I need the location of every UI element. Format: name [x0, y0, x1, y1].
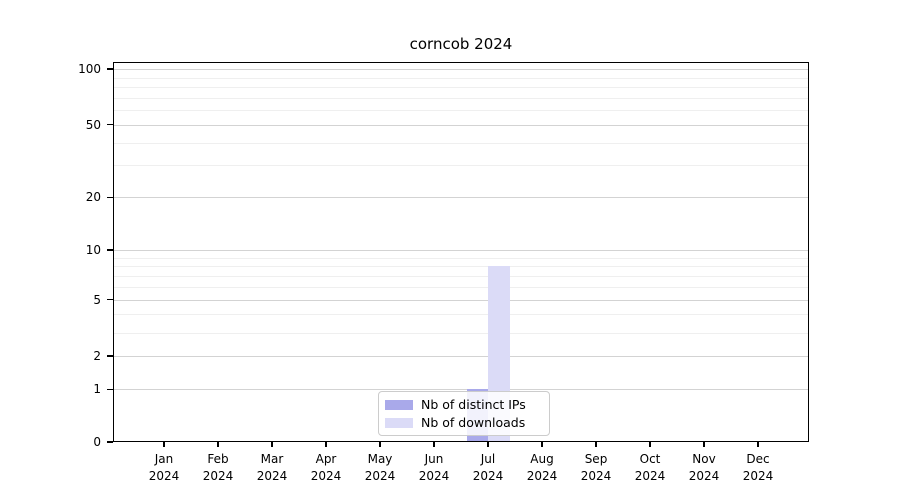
y-gridline-minor — [113, 276, 809, 278]
x-tick-year: 2024 — [148, 469, 180, 483]
x-tick-label: Jan 2024 — [137, 451, 191, 485]
y-gridline-major — [113, 356, 809, 358]
x-tick-month: Oct — [639, 452, 661, 466]
x-tick — [163, 442, 165, 447]
legend: Nb of distinct IPs Nb of downloads — [378, 391, 550, 436]
y-gridline-minor — [113, 97, 809, 99]
x-tick — [217, 442, 219, 447]
y-gridline-major — [113, 389, 809, 391]
y-gridline-minor — [113, 87, 809, 88]
x-tick — [757, 442, 759, 447]
x-tick-month: Jan — [154, 452, 174, 466]
x-tick-year: 2024 — [310, 469, 342, 483]
y-gridline-minor — [113, 165, 809, 167]
x-tick — [703, 442, 705, 447]
x-tick-year: 2024 — [364, 469, 396, 483]
y-tick-label: 100 — [78, 61, 101, 76]
x-tick-month: Dec — [746, 452, 770, 466]
y-gridline-major — [113, 68, 809, 70]
plot-area — [113, 62, 809, 442]
x-tick-month: Feb — [207, 452, 229, 466]
y-gridline-minor — [113, 266, 809, 268]
legend-swatch-downloads-icon — [385, 417, 413, 428]
y-tick-label: 0 — [93, 435, 101, 449]
y-tick-label: 1 — [93, 382, 101, 397]
x-tick-month: Jul — [480, 452, 496, 466]
y-tick — [107, 249, 113, 251]
x-tick-month: Jun — [424, 452, 444, 466]
x-tick-year: 2024 — [742, 469, 774, 483]
y-tick — [107, 388, 113, 390]
x-tick — [379, 442, 381, 447]
x-tick-label: Feb 2024 — [191, 451, 245, 485]
x-tick-year: 2024 — [472, 469, 504, 483]
x-tick-month: Sep — [584, 452, 608, 466]
x-tick-month: Aug — [530, 452, 554, 466]
x-tick-label: Mar 2024 — [245, 451, 299, 485]
x-tick-label: May 2024 — [353, 451, 407, 485]
y-tick — [107, 196, 113, 198]
x-tick-year: 2024 — [418, 469, 450, 483]
x-tick — [325, 442, 327, 447]
y-tick — [107, 124, 113, 126]
y-gridline-major — [113, 197, 809, 199]
x-tick — [271, 442, 273, 447]
y-gridline-major — [113, 124, 809, 126]
x-tick-label: Jun 2024 — [407, 451, 461, 485]
y-gridline-minor — [113, 77, 809, 79]
x-tick-year: 2024 — [634, 469, 666, 483]
y-tick — [107, 441, 113, 443]
y-tick — [107, 68, 113, 70]
x-tick-label: Jul 2024 — [461, 451, 515, 485]
legend-item-downloads: Nb of downloads — [385, 415, 543, 430]
x-tick-month: Mar — [260, 452, 284, 466]
legend-swatch-distinct-ips-icon — [385, 399, 413, 410]
y-gridline-major — [113, 299, 809, 301]
x-tick — [541, 442, 543, 447]
y-tick — [107, 298, 113, 301]
x-tick-label: Oct 2024 — [623, 451, 677, 485]
x-tick-month: May — [367, 452, 393, 466]
x-tick-label: Apr 2024 — [299, 451, 353, 485]
y-gridline-minor — [113, 110, 809, 112]
y-tick-label: 50 — [85, 117, 101, 132]
x-tick-month: Nov — [692, 452, 716, 466]
x-tick-label: Sep 2024 — [569, 451, 623, 485]
x-tick-year: 2024 — [256, 469, 288, 483]
y-gridline-minor — [113, 286, 809, 288]
y-tick-label: 5 — [93, 292, 101, 307]
legend-label-distinct-ips: Nb of distinct IPs — [421, 397, 526, 412]
y-gridline-minor — [113, 142, 809, 144]
x-tick-month: Apr — [315, 452, 337, 466]
legend-label-downloads: Nb of downloads — [421, 415, 526, 430]
y-gridline-minor — [113, 257, 809, 259]
x-tick-year: 2024 — [580, 469, 612, 483]
y-gridline-major — [113, 250, 809, 252]
x-tick-label: Dec 2024 — [731, 451, 785, 485]
x-tick-year: 2024 — [526, 469, 558, 483]
y-tick-label: 10 — [85, 243, 101, 258]
x-tick — [649, 442, 651, 447]
x-tick-label: Aug 2024 — [515, 451, 569, 485]
y-tick-label: 2 — [93, 349, 101, 364]
x-tick-label: Nov 2024 — [677, 451, 731, 485]
x-tick — [595, 442, 597, 447]
y-gridline-minor — [113, 314, 809, 316]
legend-item-distinct-ips: Nb of distinct IPs — [385, 397, 543, 412]
y-tick-label: 20 — [85, 190, 101, 205]
x-tick-year: 2024 — [688, 469, 720, 483]
y-tick — [107, 355, 113, 357]
x-tick — [433, 442, 435, 447]
y-gridline-minor — [113, 332, 809, 334]
chart-title: corncob 2024 — [409, 35, 513, 53]
x-tick-year: 2024 — [202, 469, 234, 483]
x-tick — [487, 442, 489, 447]
